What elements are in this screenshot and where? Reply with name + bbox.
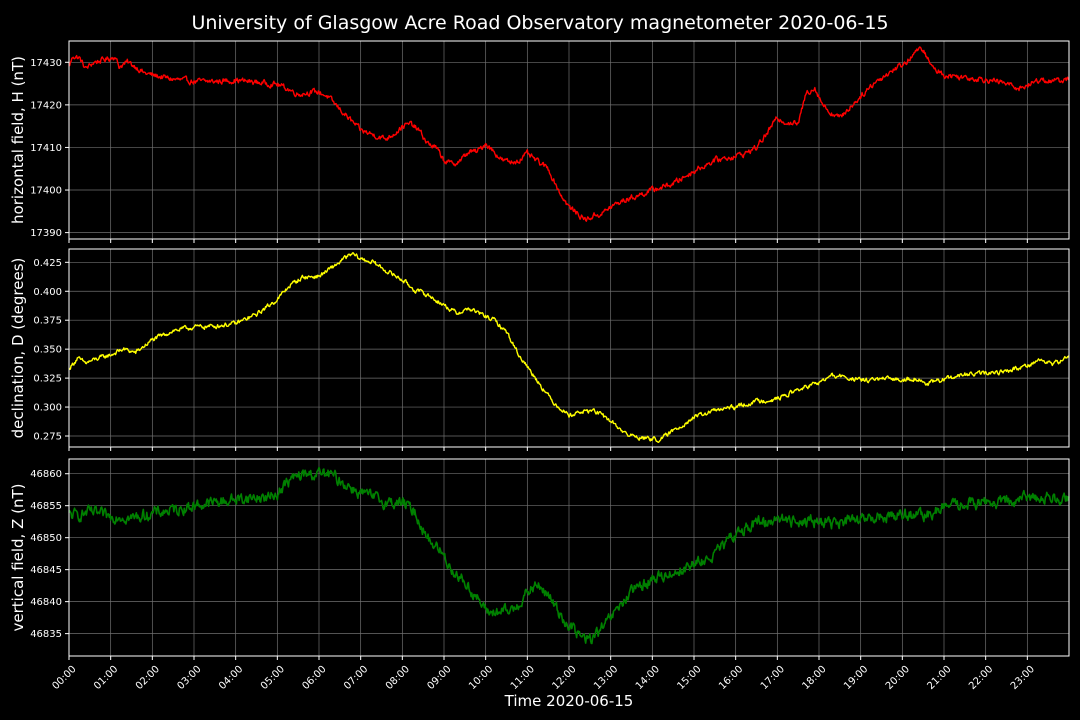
y-tick-label: 0.275 (33, 432, 62, 443)
x-tick-label: 00:00 (50, 664, 78, 692)
y-tick-label: 17400 (30, 186, 62, 197)
x-tick-label: 23:00 (1009, 664, 1037, 692)
x-tick-label: 09:00 (425, 664, 453, 692)
series-line-z (68, 466, 1070, 645)
y-tick-label: 0.325 (33, 374, 62, 385)
x-tick-label: 01:00 (92, 664, 120, 692)
y-axis-label-d: declination, D (degrees) (9, 258, 27, 439)
x-tick-label: 14:00 (634, 664, 662, 692)
x-tick-label: 05:00 (259, 664, 287, 692)
x-tick-label: 15:00 (675, 664, 703, 692)
y-tick-label: 0.400 (33, 287, 62, 298)
y-tick-label: 17390 (30, 228, 62, 239)
series-line-h (68, 46, 1070, 222)
x-tick-label: 12:00 (550, 664, 578, 692)
y-tick-label: 46860 (30, 469, 62, 480)
y-tick-label: 0.425 (33, 258, 62, 269)
x-tick-label: 18:00 (800, 664, 828, 692)
x-tick-label: 20:00 (884, 664, 912, 692)
plot-frame (68, 248, 1070, 448)
y-tick-label: 0.375 (33, 316, 62, 327)
x-tick-label: 11:00 (509, 664, 537, 692)
y-tick-label: 46855 (30, 501, 62, 512)
panel-d: 0.275 0.300 0.325 0.350 0.375 0.400 0.425 decli… (9, 248, 1070, 451)
y-axis-label-z: vertical field, Z (nT) (9, 483, 27, 631)
x-tick-label: 02:00 (134, 664, 162, 692)
y-tick-label: 17430 (30, 58, 62, 69)
y-tick-label: 0.300 (33, 403, 62, 414)
x-tick-label: 03:00 (175, 664, 203, 692)
y-tick-label: 46850 (30, 533, 62, 544)
y-tick-label: 46845 (30, 565, 62, 576)
x-axis-label: Time 2020-06-15 (504, 692, 634, 710)
y-tick-label: 17420 (30, 100, 62, 111)
x-tick-label: 04:00 (217, 664, 245, 692)
y-tick-label: 0.350 (33, 345, 62, 356)
y-axis-label-h: horizontal field, H (nT) (9, 56, 27, 224)
x-tick-label: 08:00 (384, 664, 412, 692)
plot-frame (68, 40, 1070, 240)
x-tick-label: 06:00 (300, 664, 328, 692)
chart-title: University of Glasgow Acre Road Observat… (191, 12, 888, 34)
y-tick-label: 46840 (30, 597, 62, 608)
x-tick-label: 22:00 (967, 664, 995, 692)
x-tick-label: 10:00 (467, 664, 495, 692)
x-tick-label: 16:00 (717, 664, 745, 692)
y-tick-label: 17410 (30, 143, 62, 154)
x-tick-label: 21:00 (925, 664, 953, 692)
x-tick-label: 13:00 (592, 664, 620, 692)
y-tick-label: 46835 (30, 629, 62, 640)
series-line-d (68, 252, 1070, 444)
x-tick-label: 07:00 (342, 664, 370, 692)
plot-frame (68, 458, 1070, 657)
x-tick-label: 17:00 (759, 664, 787, 692)
x-tick-label: 19:00 (842, 664, 870, 692)
